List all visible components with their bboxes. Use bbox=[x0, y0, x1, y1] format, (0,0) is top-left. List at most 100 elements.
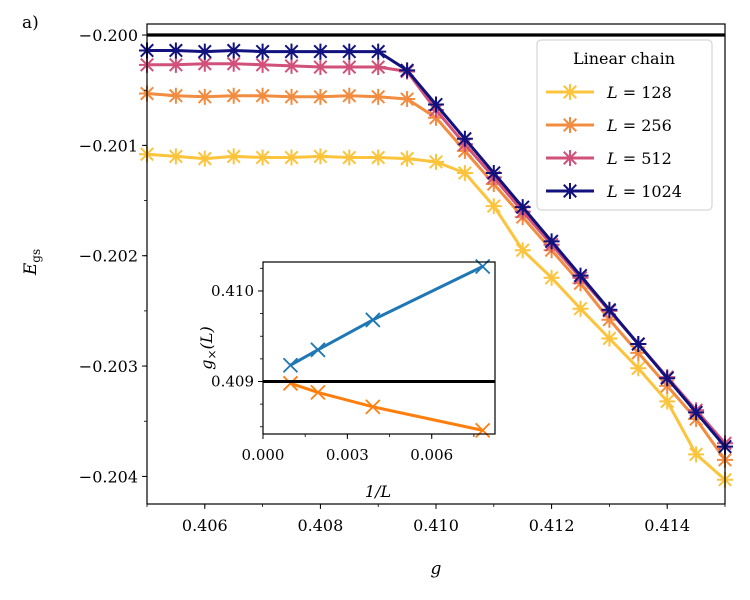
main-plot: 0.406 0.408 0.410 0.412 0.414 −0.200 −0.201 −0.… bbox=[79, 23, 733, 535]
data-point bbox=[688, 404, 705, 421]
data-point bbox=[399, 62, 416, 79]
legend-swatch-marker bbox=[562, 117, 578, 133]
main-y-axis-label: Egs bbox=[21, 249, 43, 276]
x-tick-label: 0.412 bbox=[529, 516, 575, 535]
inset-data-point bbox=[365, 399, 381, 415]
data-point bbox=[254, 56, 271, 73]
data-point bbox=[283, 149, 300, 166]
inset-y-axis-label: g×(L) bbox=[197, 326, 219, 369]
inset-series-line-0 bbox=[289, 265, 484, 367]
x-tick-label: 0.406 bbox=[182, 516, 228, 535]
inset-data-point bbox=[365, 312, 381, 328]
legend-label-var: L bbox=[606, 182, 618, 201]
data-point bbox=[167, 148, 184, 165]
legend-title: Linear chain bbox=[573, 49, 675, 68]
main-x-axis-label: g bbox=[431, 559, 442, 579]
legend-label-value: = 128 bbox=[618, 83, 672, 102]
y-tick-label: −0.201 bbox=[79, 136, 138, 155]
data-point bbox=[485, 164, 502, 181]
panel-label: a) bbox=[22, 13, 39, 33]
x-tick-label: 0.410 bbox=[413, 516, 459, 535]
data-point bbox=[659, 393, 676, 410]
inset-axes: 0.000 0.003 0.006 0.409 0.410 bbox=[211, 261, 496, 464]
data-point bbox=[225, 148, 242, 165]
data-point bbox=[456, 164, 473, 181]
data-point bbox=[167, 56, 184, 73]
data-point bbox=[167, 87, 184, 104]
x-tick-label: 0.408 bbox=[297, 516, 343, 535]
legend-box bbox=[536, 39, 713, 211]
inset-y-axis-label-sub: × bbox=[205, 349, 219, 359]
data-point bbox=[283, 88, 300, 105]
inset-frame bbox=[262, 261, 496, 435]
inset-plot: 0.000 0.003 0.006 0.409 0.410 bbox=[211, 258, 496, 464]
data-point bbox=[196, 88, 213, 105]
data-point bbox=[514, 242, 531, 259]
legend-swatch-marker bbox=[562, 150, 578, 166]
data-point bbox=[630, 360, 647, 377]
inset-background bbox=[263, 262, 495, 434]
data-point bbox=[312, 148, 329, 165]
legend-label-value: = 1024 bbox=[618, 182, 682, 201]
data-point bbox=[341, 87, 358, 104]
data-point bbox=[370, 149, 387, 166]
legend-label-value: = 512 bbox=[618, 149, 672, 168]
legend-label: L = 128 bbox=[606, 83, 672, 102]
legend-label-value: = 256 bbox=[618, 116, 672, 135]
data-point bbox=[254, 149, 271, 166]
data-point bbox=[312, 88, 329, 105]
y-tick-label: −0.200 bbox=[79, 26, 138, 45]
data-point bbox=[428, 96, 444, 113]
inset-data-point bbox=[282, 357, 299, 373]
data-point bbox=[225, 55, 242, 72]
legend-swatch-marker bbox=[562, 84, 578, 100]
inset-data-point bbox=[475, 422, 491, 439]
data-point bbox=[601, 330, 618, 347]
data-point bbox=[601, 301, 618, 318]
inset-y-tick-label: 0.410 bbox=[211, 282, 254, 300]
x-tick-label: 0.414 bbox=[644, 516, 690, 535]
inset-series-line-1 bbox=[290, 381, 484, 432]
legend-label: L = 256 bbox=[606, 116, 672, 135]
data-point bbox=[572, 300, 589, 317]
inset-x-tick-label: 0.006 bbox=[410, 446, 453, 464]
data-point bbox=[428, 153, 444, 170]
data-point bbox=[543, 233, 560, 250]
data-point bbox=[196, 43, 213, 60]
data-point bbox=[370, 88, 387, 105]
y-tick-label: −0.203 bbox=[79, 357, 138, 376]
data-point bbox=[370, 43, 387, 60]
data-point bbox=[254, 87, 271, 104]
data-point bbox=[283, 43, 300, 60]
data-point bbox=[630, 336, 647, 352]
legend-swatch-marker bbox=[562, 183, 578, 199]
inset-x-axis-label: 1/L bbox=[365, 482, 391, 501]
main-y-axis-label-main: E bbox=[21, 262, 41, 276]
data-point bbox=[254, 43, 271, 60]
inset-data-point bbox=[310, 384, 326, 400]
data-point bbox=[601, 311, 618, 328]
data-point bbox=[225, 87, 242, 104]
main-series-lines bbox=[139, 42, 733, 488]
data-point bbox=[341, 59, 358, 76]
inset-x-tick-label: 0.000 bbox=[242, 446, 285, 464]
data-point bbox=[399, 150, 416, 167]
main-axes: 0.406 0.408 0.410 0.412 0.414 −0.200 −0.201 −0.… bbox=[79, 23, 726, 535]
legend-label: L = 1024 bbox=[606, 182, 682, 201]
data-point bbox=[485, 198, 502, 215]
data-point bbox=[543, 269, 560, 286]
data-point bbox=[167, 42, 184, 59]
data-point bbox=[514, 199, 531, 216]
data-point bbox=[370, 59, 387, 76]
y-tick-label: −0.204 bbox=[79, 467, 138, 486]
data-point bbox=[659, 370, 676, 387]
legend-label-var: L bbox=[606, 149, 618, 168]
data-point bbox=[196, 150, 213, 167]
data-point bbox=[456, 130, 473, 147]
data-point bbox=[312, 43, 329, 60]
inset-y-tick-label: 0.409 bbox=[211, 372, 254, 390]
data-point bbox=[225, 42, 242, 59]
